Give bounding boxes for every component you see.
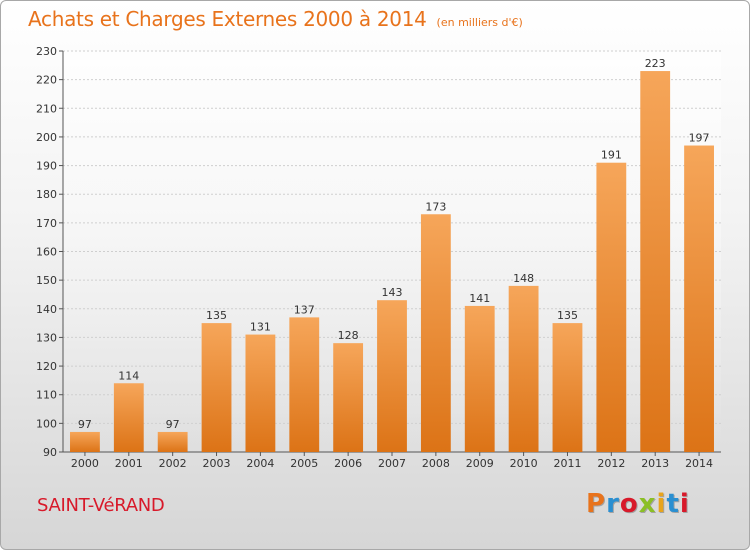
- x-tick-label: 2001: [115, 457, 143, 470]
- logo-letter: r: [606, 489, 620, 519]
- data-label-2013: 223: [645, 57, 666, 70]
- logo-letter: x: [638, 489, 657, 519]
- data-label-2010: 148: [513, 272, 534, 285]
- x-tick-label: 2004: [246, 457, 274, 470]
- chart-header: Achats et Charges Externes 2000 à 2014 (e…: [28, 7, 523, 31]
- data-label-2005: 137: [294, 303, 315, 316]
- y-tick-label: 180: [36, 188, 57, 201]
- x-tick-label: 2000: [71, 457, 99, 470]
- x-tick-label: 2011: [553, 457, 581, 470]
- y-tick-label: 200: [36, 131, 57, 144]
- x-tick-label: 2008: [422, 457, 450, 470]
- bar-2007[interactable]: [377, 300, 407, 452]
- bar-2000[interactable]: [70, 431, 100, 452]
- x-tick-label: 2007: [378, 457, 406, 470]
- x-tick-label: 2006: [334, 457, 362, 470]
- chart-subtitle: (en milliers d'€): [436, 16, 523, 29]
- place-name: SAINT-VéRAND: [37, 495, 165, 516]
- x-tick-label: 2012: [597, 457, 625, 470]
- x-tick-label: 2003: [203, 457, 231, 470]
- y-tick-label: 110: [36, 389, 57, 402]
- data-label-2002: 97: [166, 418, 180, 431]
- logo-letter: t: [666, 489, 680, 519]
- data-label-2008: 173: [425, 200, 446, 213]
- bar-2001[interactable]: [113, 383, 144, 452]
- bar-2008[interactable]: [420, 214, 451, 452]
- proxiti-logo[interactable]: Proxiti: [586, 489, 690, 519]
- chart-title: Achats et Charges Externes 2000 à 2014: [28, 7, 427, 31]
- bar-2003[interactable]: [201, 323, 232, 452]
- bar-2013[interactable]: [640, 71, 671, 453]
- y-tick-label: 150: [36, 274, 57, 287]
- x-axis: 2000 2001 2002 2003 2004 2005 2006 2007 2008 2009…: [63, 451, 721, 470]
- y-tick-label: 160: [36, 246, 57, 259]
- y-tick-label: 230: [36, 45, 57, 58]
- y-axis: 90 100 110 120 130 140 150 160 170 180 190 200 210 22…: [36, 45, 64, 459]
- data-label-2014: 197: [689, 132, 710, 145]
- bar-2005[interactable]: [289, 317, 320, 452]
- y-tick-label: 210: [36, 102, 57, 115]
- data-label-2001: 114: [118, 369, 139, 382]
- data-label-2003: 135: [206, 309, 227, 322]
- y-tick-label: 130: [36, 331, 57, 344]
- bar-2010[interactable]: [508, 285, 539, 452]
- y-tick-label: 90: [43, 446, 57, 459]
- y-tick-label: 120: [36, 360, 57, 373]
- bars: [70, 71, 714, 453]
- data-label-2011: 135: [557, 309, 578, 322]
- x-tick-label: 2013: [641, 457, 669, 470]
- y-tick-label: 100: [36, 417, 57, 430]
- y-tick-label: 220: [36, 74, 57, 87]
- logo-letter: P: [586, 489, 607, 519]
- bar-2006[interactable]: [333, 343, 364, 452]
- data-label-2004: 131: [250, 321, 271, 334]
- logo-letter: o: [619, 489, 639, 519]
- x-tick-label: 2014: [685, 457, 713, 470]
- logo-letter: i: [656, 489, 667, 519]
- data-label-2009: 141: [469, 292, 490, 305]
- x-tick-label: 2002: [159, 457, 187, 470]
- x-tick-label: 2005: [290, 457, 318, 470]
- bar-2011[interactable]: [552, 323, 583, 452]
- y-tick-label: 170: [36, 217, 57, 230]
- data-label-2000: 97: [78, 418, 92, 431]
- bar-2014[interactable]: [684, 145, 714, 452]
- bar-2002[interactable]: [157, 431, 188, 452]
- x-tick-label: 2009: [466, 457, 494, 470]
- bar-2009[interactable]: [464, 305, 495, 452]
- bar-2004[interactable]: [245, 334, 276, 452]
- data-label-2012: 191: [601, 149, 622, 162]
- logo-letter: i: [679, 489, 690, 519]
- x-tick-label: 2010: [510, 457, 538, 470]
- bar-2012[interactable]: [596, 162, 627, 452]
- data-labels: 97 114 97 135 131 137 128 143 173 141 148 135 191 223…: [78, 57, 710, 431]
- data-label-2007: 143: [382, 286, 403, 299]
- y-tick-label: 140: [36, 303, 57, 316]
- data-label-2006: 128: [338, 329, 359, 342]
- y-tick-label: 190: [36, 160, 57, 173]
